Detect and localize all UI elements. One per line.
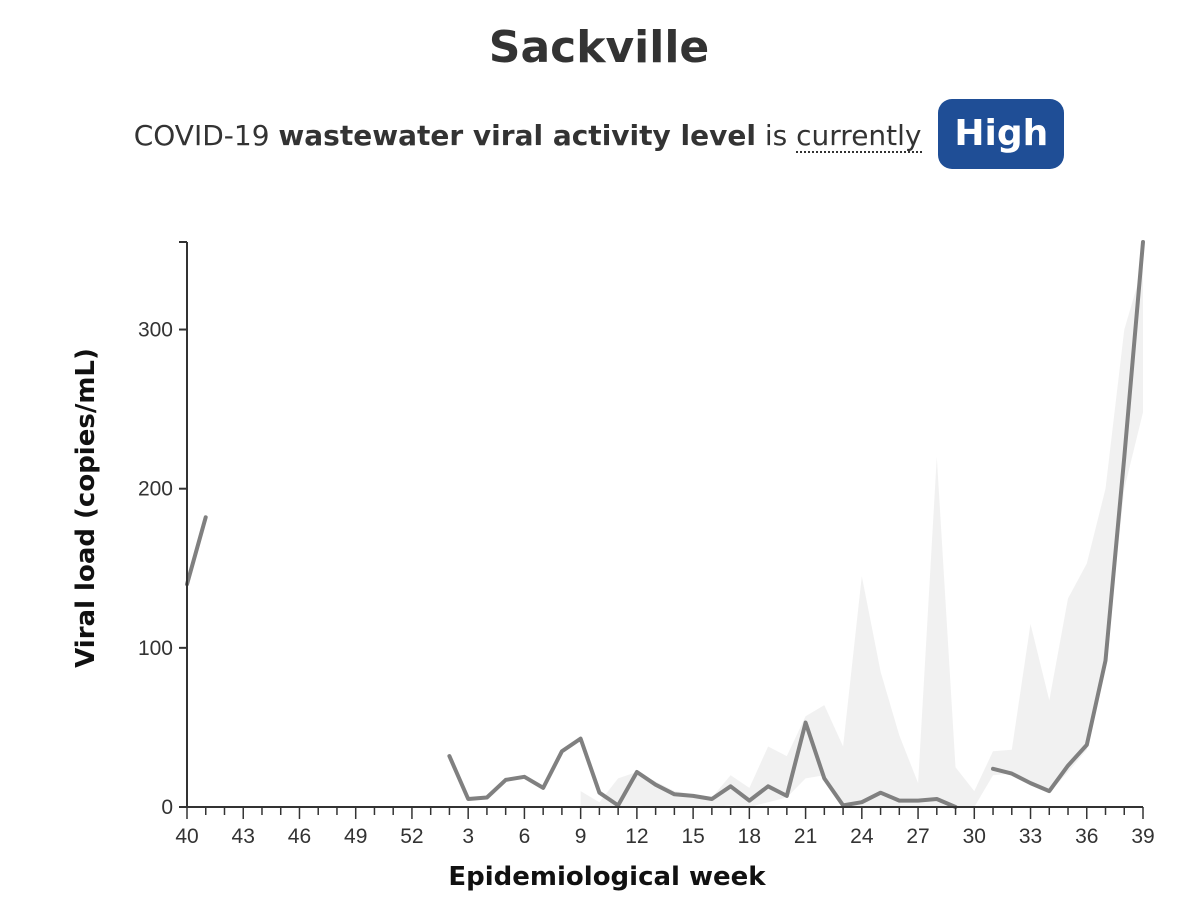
- x-tick-label-36: 36: [1075, 825, 1098, 848]
- x-tick-label-43: 43: [232, 825, 255, 848]
- y-tick-label-0: 0: [161, 796, 173, 819]
- x-tick-label-46: 46: [288, 825, 311, 848]
- y-tick-label-100: 100: [138, 637, 173, 660]
- x-tick-label-6: 6: [519, 825, 531, 848]
- x-tick-label-18: 18: [738, 825, 761, 848]
- currently-tooltip-trigger[interactable]: currently: [796, 119, 922, 153]
- subtitle-bold-text: wastewater viral activity level: [278, 119, 756, 152]
- chart-title: Sackville: [488, 22, 710, 73]
- x-tick-label-12: 12: [625, 825, 648, 848]
- activity-level-statement: COVID-19 wastewater viral activity level…: [0, 99, 1198, 172]
- x-tick-label-39: 39: [1131, 825, 1154, 848]
- activity-level-badge: High: [938, 99, 1065, 169]
- x-tick-label-21: 21: [794, 825, 817, 848]
- viral-load-line-segment-3: [991, 240, 1145, 794]
- range-band: [580, 265, 1143, 807]
- x-axis-label: Epidemiological week: [448, 862, 766, 892]
- x-tick-label-3: 3: [462, 825, 474, 848]
- x-tick-label-33: 33: [1019, 825, 1042, 848]
- x-tick-label-15: 15: [681, 825, 704, 848]
- viral-load-line-segment-2: [447, 720, 958, 809]
- x-tick-label-24: 24: [850, 825, 874, 848]
- y-tick-label-300: 300: [138, 319, 173, 342]
- subtitle-is: is: [764, 119, 788, 152]
- x-tick-label-30: 30: [963, 825, 986, 848]
- viral-load-line-segment-1: [185, 515, 208, 587]
- x-tick-label-27: 27: [906, 825, 929, 848]
- y-axis-label: Viral load (copies/mL): [71, 348, 101, 668]
- x-tick-label-9: 9: [575, 825, 587, 848]
- range-band-layer: [580, 265, 1143, 807]
- subtitle-prefix: COVID-19: [133, 119, 270, 152]
- x-tick-label-49: 49: [344, 825, 367, 848]
- x-tick-label-52: 52: [400, 825, 423, 848]
- y-tick-label-200: 200: [138, 478, 173, 501]
- viral-load-line-layer: [185, 240, 1145, 809]
- x-tick-label-40: 40: [175, 825, 198, 848]
